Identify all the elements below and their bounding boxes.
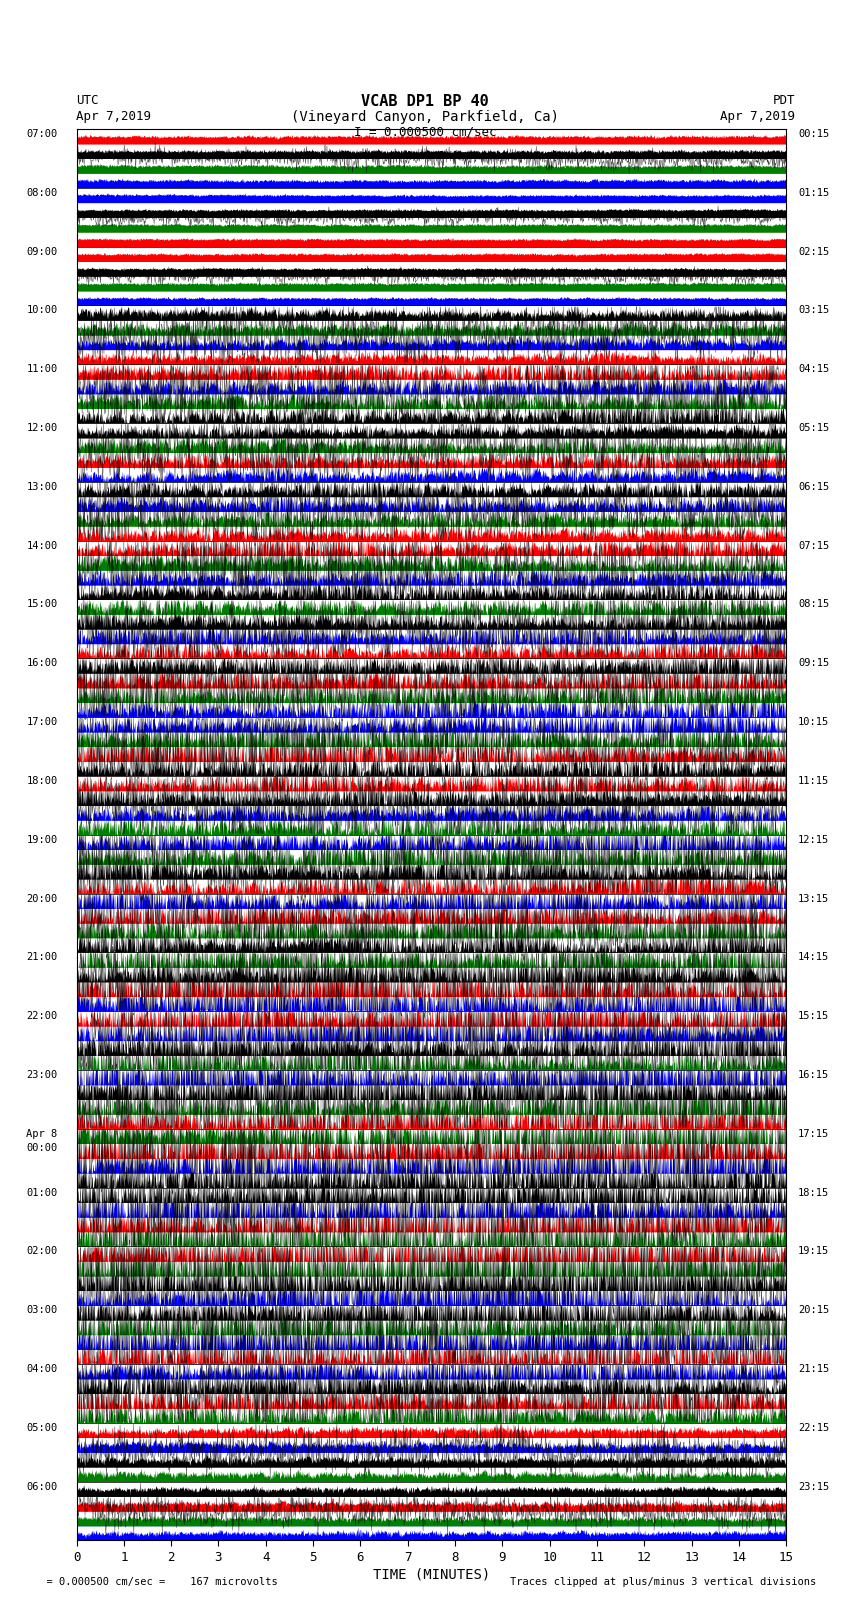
Text: 11:15: 11:15 (798, 776, 830, 786)
Text: 08:15: 08:15 (798, 600, 830, 610)
Text: 15:15: 15:15 (798, 1011, 830, 1021)
Text: 18:15: 18:15 (798, 1187, 830, 1197)
Text: 10:15: 10:15 (798, 718, 830, 727)
Text: 12:15: 12:15 (798, 836, 830, 845)
Text: 01:15: 01:15 (798, 187, 830, 198)
Text: 02:15: 02:15 (798, 247, 830, 256)
Text: 20:00: 20:00 (26, 894, 58, 903)
Text: 19:00: 19:00 (26, 836, 58, 845)
Text: 21:00: 21:00 (26, 952, 58, 963)
Text: 12:00: 12:00 (26, 423, 58, 432)
Text: 22:15: 22:15 (798, 1423, 830, 1432)
Text: 15:00: 15:00 (26, 600, 58, 610)
Text: 16:00: 16:00 (26, 658, 58, 668)
Text: 04:00: 04:00 (26, 1365, 58, 1374)
Text: UTC: UTC (76, 94, 99, 106)
Text: Traces clipped at plus/minus 3 vertical divisions: Traces clipped at plus/minus 3 vertical … (510, 1578, 816, 1587)
Text: 04:15: 04:15 (798, 365, 830, 374)
Text: 17:00: 17:00 (26, 718, 58, 727)
Text: 03:15: 03:15 (798, 305, 830, 316)
Text: I = 0.000500 cm/sec: I = 0.000500 cm/sec (354, 126, 496, 139)
Text: (Vineyard Canyon, Parkfield, Ca): (Vineyard Canyon, Parkfield, Ca) (291, 110, 559, 124)
Text: 09:00: 09:00 (26, 247, 58, 256)
Text: 05:15: 05:15 (798, 423, 830, 432)
Text: 01:00: 01:00 (26, 1187, 58, 1197)
Text: 11:00: 11:00 (26, 365, 58, 374)
Text: 02:00: 02:00 (26, 1247, 58, 1257)
Text: 21:15: 21:15 (798, 1365, 830, 1374)
Text: 13:15: 13:15 (798, 894, 830, 903)
Text: 14:15: 14:15 (798, 952, 830, 963)
Text: 06:15: 06:15 (798, 482, 830, 492)
Text: 23:00: 23:00 (26, 1069, 58, 1081)
Text: Apr 7,2019: Apr 7,2019 (76, 110, 151, 123)
Text: 22:00: 22:00 (26, 1011, 58, 1021)
Text: Apr 7,2019: Apr 7,2019 (720, 110, 795, 123)
Text: 14:00: 14:00 (26, 540, 58, 550)
Text: 07:00: 07:00 (26, 129, 58, 139)
Text: 18:00: 18:00 (26, 776, 58, 786)
Text: 10:00: 10:00 (26, 305, 58, 316)
Text: 23:15: 23:15 (798, 1482, 830, 1492)
Text: 09:15: 09:15 (798, 658, 830, 668)
Text: PDT: PDT (773, 94, 795, 106)
Text: 13:00: 13:00 (26, 482, 58, 492)
Text: = 0.000500 cm/sec =    167 microvolts: = 0.000500 cm/sec = 167 microvolts (34, 1578, 278, 1587)
Text: 17:15: 17:15 (798, 1129, 830, 1139)
Text: 20:15: 20:15 (798, 1305, 830, 1315)
Text: 00:15: 00:15 (798, 129, 830, 139)
Text: 06:00: 06:00 (26, 1482, 58, 1492)
Text: 05:00: 05:00 (26, 1423, 58, 1432)
Text: 07:15: 07:15 (798, 540, 830, 550)
Text: 16:15: 16:15 (798, 1069, 830, 1081)
Text: 00:00: 00:00 (26, 1144, 58, 1153)
X-axis label: TIME (MINUTES): TIME (MINUTES) (373, 1568, 490, 1582)
Text: 03:00: 03:00 (26, 1305, 58, 1315)
Text: 08:00: 08:00 (26, 187, 58, 198)
Text: VCAB DP1 BP 40: VCAB DP1 BP 40 (361, 94, 489, 108)
Text: 19:15: 19:15 (798, 1247, 830, 1257)
Text: Apr 8: Apr 8 (26, 1129, 58, 1139)
